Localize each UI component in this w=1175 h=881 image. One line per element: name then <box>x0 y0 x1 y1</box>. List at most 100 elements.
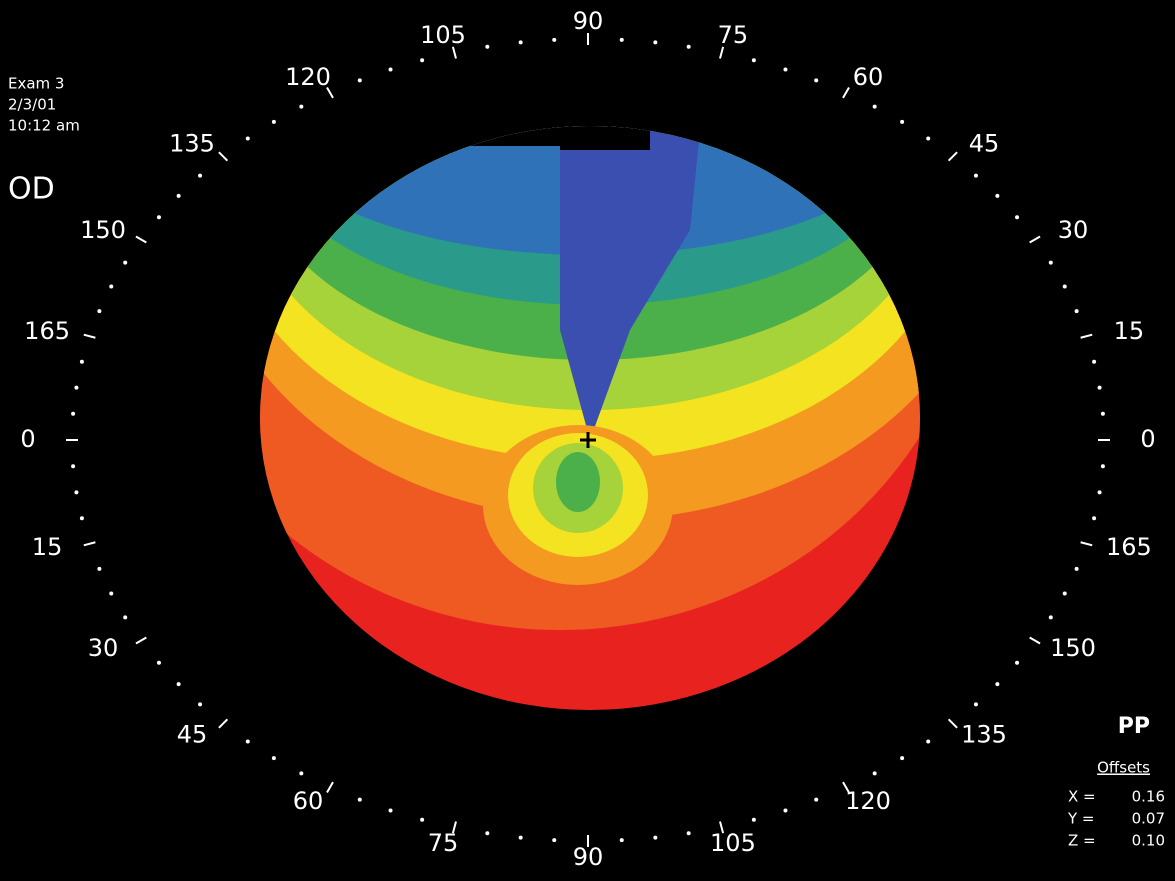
ring-dot <box>420 58 424 62</box>
ring-dot <box>157 215 161 219</box>
ring-dot <box>620 838 624 842</box>
ring-dot <box>1063 285 1067 289</box>
ring-dot <box>299 771 303 775</box>
ring-dot <box>974 702 978 706</box>
angle-label: 165 <box>1106 533 1152 561</box>
ring-dot <box>74 386 78 390</box>
ring-dot <box>995 682 999 686</box>
angle-label: 150 <box>1050 634 1096 662</box>
ring-dot <box>109 591 113 595</box>
map-band <box>556 452 600 512</box>
exam-label: Exam 3 <box>8 75 64 93</box>
ring-dot <box>974 174 978 178</box>
angle-label: 45 <box>969 129 1000 157</box>
angle-label: 105 <box>710 829 756 857</box>
ring-dot <box>272 120 276 124</box>
angle-label: 0 <box>20 425 35 453</box>
angle-label: 60 <box>853 63 884 91</box>
angle-label: 120 <box>285 63 331 91</box>
angle-label: 105 <box>420 21 466 49</box>
ring-dot <box>97 567 101 571</box>
ring-dot <box>97 309 101 313</box>
angle-label: 15 <box>1114 317 1145 345</box>
ring-dot <box>71 464 75 468</box>
ring-dot <box>272 756 276 760</box>
ring-dot <box>552 38 556 42</box>
angle-label: 45 <box>177 721 208 749</box>
ring-dot <box>653 836 657 840</box>
ring-dot <box>80 360 84 364</box>
ring-dot <box>80 516 84 520</box>
angle-label: 165 <box>24 317 70 345</box>
exam-time: 10:12 am <box>8 117 80 135</box>
offset-label: X = <box>1068 788 1096 806</box>
ring-dot <box>123 615 127 619</box>
ring-dot <box>1075 309 1079 313</box>
ring-dot <box>71 412 75 416</box>
ring-dot <box>1092 360 1096 364</box>
ring-dot <box>814 78 818 82</box>
ring-dot <box>620 38 624 42</box>
ring-dot <box>519 40 523 44</box>
ring-dot <box>177 194 181 198</box>
offset-label: Z = <box>1068 832 1096 850</box>
angle-label: 0 <box>1140 425 1155 453</box>
ring-dot <box>246 739 250 743</box>
offset-label: Y = <box>1067 810 1095 828</box>
topography-screen: Exam 3 2/3/01 10:12 am OD PP Offsets X =… <box>0 0 1175 877</box>
ring-dot <box>687 45 691 49</box>
angle-label: 120 <box>845 787 891 815</box>
ring-dot <box>109 285 113 289</box>
ring-dot <box>389 68 393 72</box>
ring-dot <box>752 818 756 822</box>
offsets-title: Offsets <box>1097 759 1150 777</box>
ring-dot <box>1015 215 1019 219</box>
ring-dot <box>74 490 78 494</box>
ring-dot <box>420 818 424 822</box>
ring-dot <box>485 45 489 49</box>
ring-dot <box>1075 567 1079 571</box>
angle-label: 30 <box>1058 216 1089 244</box>
angle-label: 150 <box>80 216 126 244</box>
ring-dot <box>873 771 877 775</box>
ring-dot <box>358 798 362 802</box>
ring-dot <box>485 831 489 835</box>
angle-label: 135 <box>961 721 1007 749</box>
ring-dot <box>783 808 787 812</box>
ring-dot <box>1092 516 1096 520</box>
ring-dot <box>177 682 181 686</box>
ring-dot <box>1098 386 1102 390</box>
ring-dot <box>1015 661 1019 665</box>
ring-dot <box>926 137 930 141</box>
ring-dot <box>123 261 127 265</box>
ring-dot <box>358 78 362 82</box>
ring-dot <box>900 120 904 124</box>
ring-dot <box>299 105 303 109</box>
ring-dot <box>1049 615 1053 619</box>
ring-dot <box>1101 464 1105 468</box>
exam-date: 2/3/01 <box>8 96 56 114</box>
ring-dot <box>1049 261 1053 265</box>
angle-label: 75 <box>428 829 459 857</box>
ring-dot <box>1063 591 1067 595</box>
angle-label: 75 <box>718 21 749 49</box>
ring-dot <box>926 739 930 743</box>
ring-dot <box>1098 490 1102 494</box>
ring-dot <box>814 798 818 802</box>
ring-dot <box>198 174 202 178</box>
angle-label: 90 <box>573 843 604 871</box>
angle-label: 15 <box>32 533 63 561</box>
ring-dot <box>995 194 999 198</box>
angle-label: 30 <box>88 634 119 662</box>
ring-dot <box>519 836 523 840</box>
ring-dot <box>687 831 691 835</box>
ring-dot <box>157 661 161 665</box>
ring-dot <box>552 838 556 842</box>
offset-value: 0.10 <box>1132 832 1165 850</box>
offset-value: 0.16 <box>1132 788 1165 806</box>
ring-dot <box>246 137 250 141</box>
ring-dot <box>198 702 202 706</box>
ring-dot <box>873 105 877 109</box>
ring-dot <box>752 58 756 62</box>
angle-label: 135 <box>169 129 215 157</box>
